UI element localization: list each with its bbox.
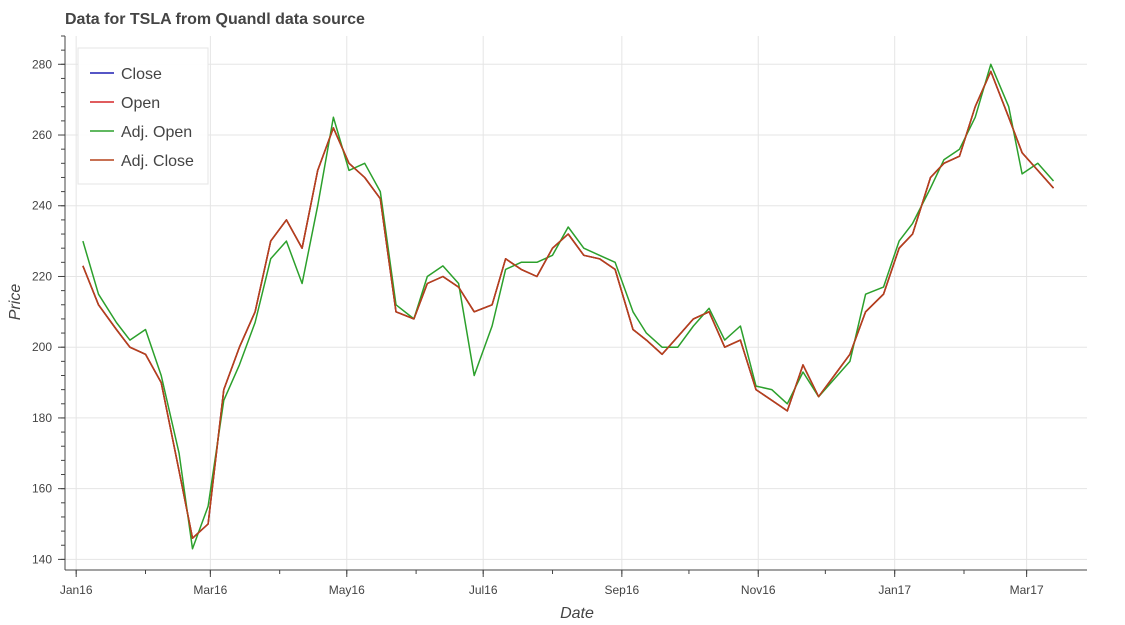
legend-item-label: Adj. Open: [121, 124, 192, 141]
grid: [65, 36, 1087, 570]
x-tick-label: Jan17: [878, 583, 911, 597]
series-line-3: [82, 70, 1055, 539]
series-line-0: [82, 70, 1055, 539]
x-tick-label: Jul16: [469, 583, 498, 597]
y-tick-label: 220: [32, 269, 52, 283]
chart-title: Data for TSLA from Quandl data source: [65, 11, 365, 28]
x-tick-label: Mar16: [193, 583, 227, 597]
y-tick-label: 280: [32, 57, 52, 71]
x-tick-label: Sep16: [604, 583, 639, 597]
y-axis-label: Price: [7, 284, 24, 321]
x-tick-label: Mar17: [1010, 583, 1044, 597]
axes: [64, 36, 1087, 571]
y-tick-label: 240: [32, 199, 52, 213]
legend: Close Open Adj. Open Adj. Close: [77, 47, 209, 185]
y-tick-label: 180: [32, 411, 52, 425]
y-tick-label: 200: [32, 340, 52, 354]
series-line-1: [82, 70, 1055, 539]
y-tick-label: 160: [32, 482, 52, 496]
y-tick-label: 140: [32, 552, 52, 566]
x-axis-ticks: Jan16 Mar16 May16 Jul16 Sep16 Nov16 Jan17 Mar17: [60, 570, 1044, 597]
y-tick-label: 260: [32, 128, 52, 142]
series-lines: [82, 63, 1055, 550]
x-tick-label: Jan16: [60, 583, 93, 597]
y-axis-ticks: 140 160 180 200 220 240 260 280: [32, 35, 65, 566]
legend-item-label: Adj. Close: [121, 153, 194, 170]
series-line-2: [82, 63, 1055, 550]
legend-box: [77, 47, 209, 185]
x-axis-label: Date: [560, 605, 594, 622]
x-tick-label: Nov16: [741, 583, 776, 597]
legend-item-label: Open: [121, 95, 160, 112]
x-tick-label: May16: [329, 583, 365, 597]
legend-item-label: Close: [121, 66, 162, 83]
